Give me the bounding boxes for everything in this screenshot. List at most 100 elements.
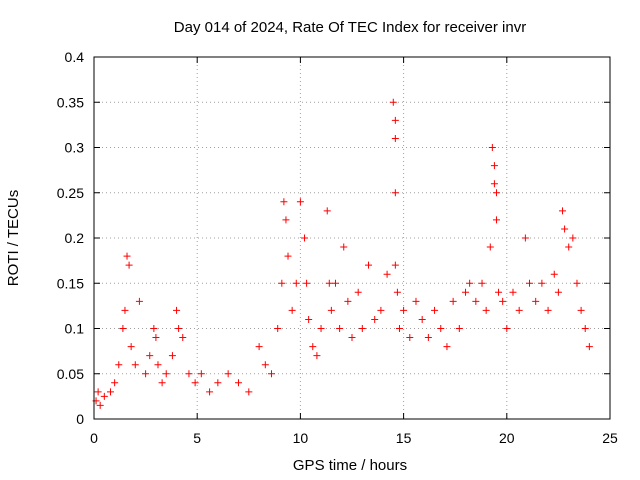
data-point [544,306,552,314]
data-point [503,325,511,332]
y-tick-label: 0 [76,411,84,427]
data-point [466,279,474,287]
data-point [158,379,166,387]
data-point [274,325,282,332]
data-point [521,234,529,242]
data-point [152,334,160,342]
data-point [482,306,490,314]
data-point [123,252,131,260]
data-point [296,198,304,206]
data-point [344,297,352,305]
data-point [317,325,325,332]
data-point [354,288,362,296]
data-point [185,370,193,378]
data-point [488,144,496,151]
data-point [538,279,546,287]
x-tick-label: 15 [396,430,412,446]
data-point [107,388,115,396]
chart-title: Day 014 of 2024, Rate Of TEC Index for r… [174,19,526,36]
data-point [569,234,577,242]
axis-ticks: 0 5 10 15 20 25 0 0.05 0.1 0.15 0.2 0.25 0.3 0.35 0.4 [57,49,618,446]
y-axis-label: ROTI / TECUs [5,190,22,286]
x-tick-label: 10 [293,430,309,446]
data-point [206,388,214,396]
data-point [443,343,451,351]
plot-frame [93,56,611,420]
y-tick-label: 0.3 [65,140,85,156]
y-tick-label: 0.25 [57,185,84,201]
data-point [268,370,276,378]
data-point [490,180,498,188]
data-point [478,279,486,287]
x-tick-label: 20 [499,430,515,446]
data-point [424,334,432,342]
x-tick-label: 25 [602,430,618,446]
data-point [472,297,480,305]
data-point [292,279,300,287]
data-point [389,98,397,106]
data-point [492,189,500,197]
data-point [197,370,205,378]
data-point [284,252,292,260]
data-point [340,243,348,251]
data-point [391,189,399,197]
data-point [175,325,183,332]
data-point [383,270,391,278]
data-point [406,334,414,342]
data-point [111,379,119,387]
data-point [455,325,463,332]
data-point [179,334,187,342]
data-point [358,325,366,332]
data-point [255,343,263,351]
data-point [393,288,401,296]
data-point [348,334,356,342]
data-point [282,216,290,224]
data-point [371,315,379,323]
data-point [509,288,517,296]
data-point [142,370,150,378]
data-point [565,243,573,251]
data-point [313,352,321,360]
data-point [492,216,500,224]
data-point [365,261,373,269]
data-point [303,279,311,287]
data-point [305,315,313,323]
data-point [526,279,534,287]
data-point [280,198,288,206]
x-axis-label: GPS time / hours [293,457,407,474]
data-point [573,279,581,287]
grid-lines [94,57,610,419]
data-point [532,297,540,305]
data-point [449,297,457,305]
data-point [245,388,253,396]
data-point [490,162,498,170]
data-point [336,325,344,332]
data-point [96,401,104,409]
data-point [150,325,158,332]
x-tick-label: 5 [193,430,201,446]
data-point [127,343,135,351]
y-tick-label: 0.05 [57,366,84,382]
data-point [301,234,309,242]
y-tick-label: 0.1 [65,321,85,337]
data-point [214,379,222,387]
data-point [395,325,403,332]
data-point [331,279,339,287]
data-point [581,325,589,332]
data-point [412,297,420,305]
data-point [585,343,593,351]
data-point [173,306,181,314]
data-point [309,343,317,351]
data-point [515,306,523,314]
data-point [135,297,143,305]
data-point [115,361,123,369]
data-point [162,370,170,378]
y-tick-label: 0.4 [65,49,85,65]
data-point [131,361,139,369]
data-point [391,116,399,124]
data-point [550,270,558,278]
data-point [561,225,569,233]
data-point [94,388,102,396]
data-point [554,288,562,296]
